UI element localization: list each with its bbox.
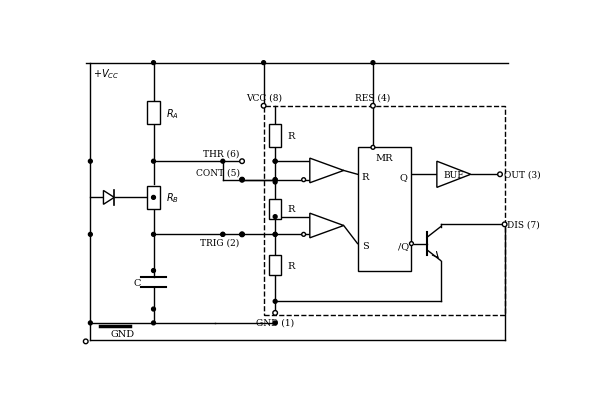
Bar — [269, 125, 281, 148]
Circle shape — [152, 233, 155, 237]
Circle shape — [273, 321, 277, 325]
Text: THR (6): THR (6) — [203, 150, 240, 159]
Circle shape — [152, 196, 155, 200]
Text: TRIG (2): TRIG (2) — [200, 238, 240, 247]
Polygon shape — [310, 214, 344, 238]
Circle shape — [152, 62, 155, 65]
Circle shape — [152, 307, 155, 311]
Text: R: R — [287, 261, 295, 270]
Circle shape — [152, 160, 155, 164]
Circle shape — [240, 233, 244, 237]
Text: $R_A$: $R_A$ — [166, 107, 179, 120]
Circle shape — [371, 104, 375, 109]
Bar — [269, 255, 281, 275]
Circle shape — [88, 160, 92, 164]
Text: OUT (3): OUT (3) — [504, 170, 541, 179]
Bar — [263, 107, 505, 316]
Text: VCC (8): VCC (8) — [245, 93, 281, 103]
Circle shape — [240, 233, 244, 237]
Circle shape — [273, 215, 277, 219]
Circle shape — [273, 180, 277, 184]
Text: C: C — [134, 278, 141, 287]
Circle shape — [302, 233, 305, 237]
Circle shape — [221, 233, 225, 237]
Circle shape — [273, 233, 277, 237]
Circle shape — [371, 146, 375, 150]
Bar — [148, 102, 160, 125]
Text: R: R — [287, 132, 295, 141]
Text: Q: Q — [400, 173, 407, 182]
Circle shape — [497, 172, 502, 177]
Circle shape — [83, 339, 88, 344]
Circle shape — [88, 233, 92, 237]
Circle shape — [273, 233, 277, 237]
Circle shape — [152, 269, 155, 273]
Circle shape — [502, 223, 507, 227]
Circle shape — [262, 62, 266, 65]
Circle shape — [262, 104, 266, 109]
Circle shape — [240, 178, 244, 182]
Bar — [269, 199, 281, 219]
Text: GND: GND — [110, 329, 135, 338]
Text: /Q: /Q — [398, 242, 409, 251]
Polygon shape — [310, 159, 344, 183]
Polygon shape — [103, 191, 114, 205]
Circle shape — [221, 160, 225, 164]
Circle shape — [240, 160, 244, 164]
Circle shape — [302, 178, 305, 182]
Text: RES (4): RES (4) — [355, 93, 391, 103]
Polygon shape — [437, 162, 471, 188]
Circle shape — [273, 160, 277, 164]
Circle shape — [273, 311, 277, 316]
Circle shape — [152, 321, 155, 325]
Circle shape — [410, 242, 413, 246]
Bar — [148, 186, 160, 209]
Text: CONT (5): CONT (5) — [196, 168, 240, 177]
Text: BUF: BUF — [443, 170, 464, 179]
Circle shape — [273, 300, 277, 304]
Circle shape — [273, 178, 277, 182]
Text: R: R — [362, 173, 369, 182]
Text: DIS (7): DIS (7) — [507, 220, 539, 229]
Text: $R_B$: $R_B$ — [166, 191, 179, 205]
Text: R: R — [287, 205, 295, 214]
Circle shape — [88, 321, 92, 325]
Circle shape — [221, 233, 225, 237]
Circle shape — [371, 62, 375, 65]
Circle shape — [273, 178, 277, 182]
Text: GND (1): GND (1) — [256, 318, 294, 327]
Circle shape — [240, 178, 244, 182]
Text: S: S — [362, 242, 368, 251]
Bar — [358, 148, 412, 271]
Text: MR: MR — [376, 154, 393, 162]
Text: $+V_{CC}$: $+V_{CC}$ — [94, 67, 120, 80]
Circle shape — [273, 160, 277, 164]
